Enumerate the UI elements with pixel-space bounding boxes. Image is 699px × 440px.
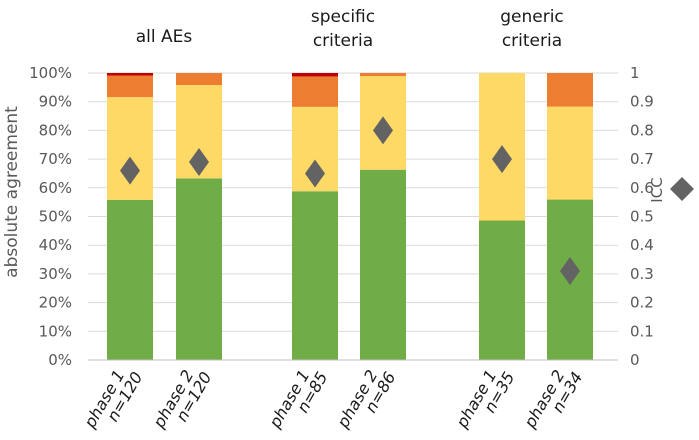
- icc-diamond-marker: [373, 116, 393, 145]
- y2-axis-label: ICC: [648, 177, 666, 202]
- category-labels: phase 1n=120 phase 2n=120 phase 1n=85 phase…: [80, 367, 587, 432]
- icc-diamond-marker: [305, 159, 325, 188]
- bar-segment-orange: [176, 73, 222, 86]
- bar-segment-green: [176, 178, 222, 360]
- y-tick-label: 90%: [39, 93, 72, 111]
- icc-markers: [120, 116, 580, 286]
- icc-diamond-marker: [189, 147, 209, 176]
- group-title: specific: [311, 7, 375, 27]
- icc-diamond-marker: [492, 145, 512, 174]
- y2-tick-labels: 0 0.1 0.2 0.3 0.4 0.5 0.6 0.7 0.8 0.9 1: [630, 64, 654, 369]
- bar-segment-green: [479, 220, 525, 360]
- y2-tick-label: 0: [630, 351, 640, 369]
- group-title: generic: [500, 7, 564, 27]
- y2-tick-label: 0.8: [630, 121, 654, 139]
- group-titles: all AEs specific criteria generic criteria: [136, 7, 564, 51]
- y-tick-label: 70%: [39, 150, 72, 168]
- y2-tick-label: 0.4: [630, 236, 654, 254]
- y-tick-label: 50%: [39, 208, 72, 226]
- bar-segment-green: [360, 169, 406, 360]
- bar-segment-orange: [547, 73, 593, 107]
- bar-segment-red: [107, 73, 153, 76]
- y-tick-labels: 0% 10% 20% 30% 40% 50% 60% 70% 80% 90% 100%: [29, 64, 72, 369]
- y-tick-label: 80%: [39, 121, 72, 139]
- y-tick-label: 10%: [39, 322, 72, 340]
- icc-diamond-marker: [560, 257, 580, 286]
- y-tick-label: 0%: [48, 351, 72, 369]
- y2-tick-label: 1: [630, 64, 640, 82]
- y2-tick-label: 0.3: [630, 265, 654, 283]
- bar-segment-green: [107, 199, 153, 360]
- bar-segment-orange: [292, 76, 338, 107]
- icc-diamond-marker: [120, 156, 140, 185]
- y-tick-label: 40%: [39, 236, 72, 254]
- y2-tick-label: 0.1: [630, 322, 654, 340]
- group-title: criteria: [313, 31, 373, 51]
- y-tick-label: 20%: [39, 294, 72, 312]
- y2-tick-label: 0.9: [630, 93, 654, 111]
- bar-segment-yellow: [547, 106, 593, 200]
- group-title: criteria: [502, 31, 562, 51]
- y2-tick-label: 0.7: [630, 150, 654, 168]
- y-tick-label: 100%: [29, 64, 72, 82]
- y-tick-label: 30%: [39, 265, 72, 283]
- y2-tick-label: 0.6: [630, 179, 654, 197]
- y2-tick-label: 0.2: [630, 294, 654, 312]
- y2-tick-label: 0.5: [630, 208, 654, 226]
- gridlines: [88, 72, 618, 332]
- bar-segment-orange: [107, 75, 153, 98]
- y-axis-label: absolute agreement: [2, 106, 22, 278]
- bar-segment-green: [292, 191, 338, 360]
- icc-legend-diamond-icon: [670, 177, 694, 201]
- y-tick-label: 60%: [39, 179, 72, 197]
- group-title: all AEs: [136, 27, 193, 47]
- bar-segment-red: [292, 73, 338, 77]
- bar-segment-orange: [360, 73, 406, 77]
